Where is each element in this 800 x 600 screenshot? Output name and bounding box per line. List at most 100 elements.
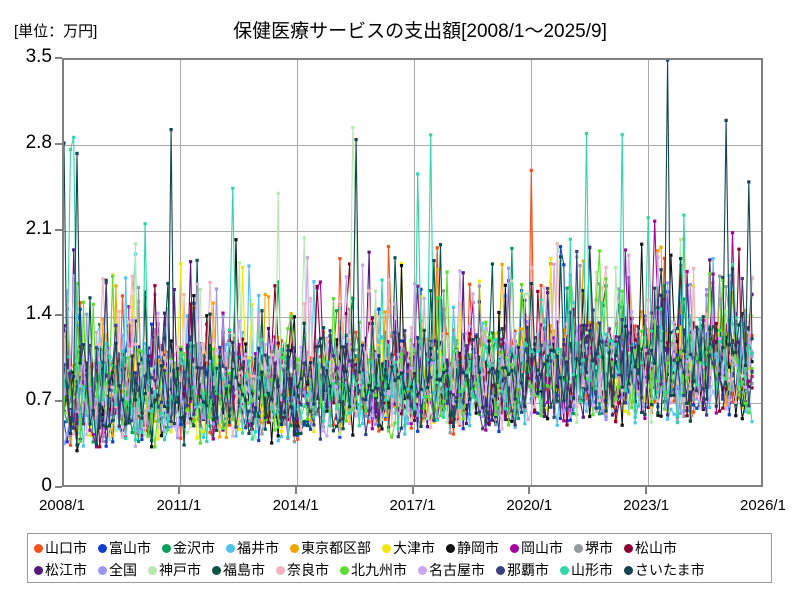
series-marker <box>627 351 631 355</box>
legend-marker-icon <box>560 565 569 575</box>
legend-item-名古屋市[interactable]: 名古屋市 <box>418 563 485 577</box>
series-marker <box>331 394 335 398</box>
legend[interactable]: 山口市 富山市 金沢市 福井市 東京都区部 大津市 静岡市 岡山市 堺市 松山市 松江市 全国 神戸市… <box>27 533 772 583</box>
series-marker <box>633 338 637 342</box>
series-marker <box>718 328 722 332</box>
series-marker <box>75 428 79 432</box>
series-marker <box>481 342 485 346</box>
series-marker <box>591 369 595 373</box>
series-marker <box>179 345 183 349</box>
series-marker <box>166 350 170 354</box>
series-marker <box>283 399 287 403</box>
legend-item-堺市[interactable]: 堺市 <box>574 541 613 555</box>
series-marker <box>130 295 134 299</box>
series-marker <box>253 430 258 434</box>
series-marker <box>179 372 183 376</box>
series-marker <box>643 314 647 318</box>
series-marker <box>718 372 722 376</box>
legend-item-那覇市[interactable]: 那覇市 <box>496 563 549 577</box>
series-marker <box>539 283 543 288</box>
series-marker <box>380 365 384 369</box>
series-marker <box>78 361 82 365</box>
series-marker <box>257 293 261 298</box>
legend-item-大津市[interactable]: 大津市 <box>382 541 435 555</box>
legend-item-松山市[interactable]: 松山市 <box>624 541 677 555</box>
legend-item-全国[interactable]: 全国 <box>98 563 137 577</box>
series-marker <box>279 348 283 352</box>
legend-item-山口市[interactable]: 山口市 <box>34 541 87 555</box>
series-marker <box>370 354 374 358</box>
series-marker <box>666 372 670 376</box>
series-marker <box>675 386 679 391</box>
series-marker <box>737 396 741 400</box>
series-marker <box>546 373 550 377</box>
series-marker <box>380 339 384 343</box>
legend-item-北九州市[interactable]: 北九州市 <box>340 563 407 577</box>
series-marker <box>370 427 374 431</box>
legend-item-神戸市[interactable]: 神戸市 <box>148 563 201 577</box>
series-marker <box>597 342 602 346</box>
series-marker <box>438 243 443 247</box>
series-marker <box>205 378 209 382</box>
legend-item-東京都区部[interactable]: 東京都区部 <box>290 541 371 555</box>
series-marker <box>351 125 355 129</box>
series-marker <box>409 326 413 330</box>
series-marker <box>568 418 572 422</box>
series-marker <box>513 370 517 374</box>
series-marker <box>124 356 128 360</box>
series-marker <box>367 408 371 413</box>
legend-item-福島市[interactable]: 福島市 <box>212 563 265 577</box>
series-marker <box>341 427 345 431</box>
series-marker <box>335 424 339 428</box>
series-marker <box>536 332 540 337</box>
legend-item-金沢市[interactable]: 金沢市 <box>162 541 215 555</box>
legend-item-福井市[interactable]: 福井市 <box>226 541 279 555</box>
series-marker <box>263 427 267 431</box>
series-marker <box>91 417 95 421</box>
series-marker <box>578 362 582 366</box>
series-marker <box>464 362 468 367</box>
series-marker <box>406 372 410 376</box>
series-marker <box>182 361 186 365</box>
series-marker <box>494 379 498 383</box>
series-marker <box>461 271 465 275</box>
legend-item-山形市[interactable]: 山形市 <box>560 563 613 577</box>
series-marker <box>224 395 228 399</box>
legend-item-富山市[interactable]: 富山市 <box>98 541 151 555</box>
series-marker <box>529 411 533 415</box>
series-marker <box>390 365 394 369</box>
series-marker <box>636 325 640 329</box>
legend-item-さいたま市[interactable]: さいたま市 <box>624 563 705 577</box>
series-marker <box>721 345 725 350</box>
series-marker <box>571 404 576 408</box>
series-marker <box>396 360 400 364</box>
legend-item-松江市[interactable]: 松江市 <box>34 563 87 577</box>
series-marker <box>166 419 170 423</box>
series-marker <box>344 402 348 406</box>
series-marker <box>597 339 602 343</box>
series-marker <box>399 264 404 268</box>
series-marker <box>627 275 631 280</box>
series-marker <box>386 360 391 364</box>
series-marker <box>507 386 511 390</box>
legend-item-奈良市[interactable]: 奈良市 <box>276 563 329 577</box>
series-marker <box>159 351 163 355</box>
series-marker <box>614 353 618 358</box>
legend-item-静岡市[interactable]: 静岡市 <box>446 541 499 555</box>
series-marker <box>419 424 423 428</box>
series-marker <box>630 370 634 374</box>
series-marker <box>78 374 82 378</box>
series-marker <box>494 371 498 375</box>
series-marker <box>724 118 728 122</box>
series-marker <box>104 444 108 448</box>
series-marker <box>542 388 546 392</box>
series-marker <box>659 388 663 392</box>
series-marker <box>240 331 245 335</box>
series-marker <box>273 374 277 378</box>
series-marker <box>721 357 725 361</box>
series-marker <box>237 409 241 413</box>
series-marker <box>692 383 696 387</box>
series-marker <box>578 324 582 328</box>
legend-item-岡山市[interactable]: 岡山市 <box>510 541 563 555</box>
series-marker <box>182 292 186 297</box>
